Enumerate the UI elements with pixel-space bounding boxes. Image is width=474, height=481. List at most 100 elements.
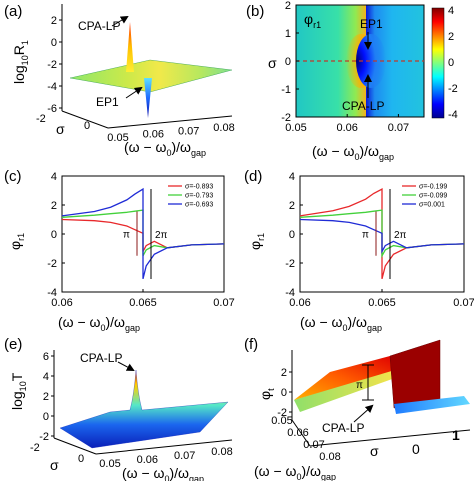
- panel-e-z-tick-label: 6: [43, 351, 49, 363]
- panel-b-singularity-negative: [356, 34, 386, 88]
- panel-c-ylabel: φr1: [7, 233, 26, 250]
- panel-c-x-tick-label: 0.07: [213, 297, 234, 309]
- panel-a-xlabel: (ω − ω0)/ωgap: [124, 139, 206, 158]
- panel-f-ylabel: φt: [257, 388, 276, 400]
- panel-d-y-tick-label: 2: [289, 200, 295, 212]
- panel-f-z-tick-label: 0: [281, 387, 287, 399]
- panel-c-y-tick-label: 0: [51, 229, 57, 241]
- panel-c-pi-label: π: [123, 230, 130, 241]
- panel-f-depth-label: σ: [370, 443, 379, 459]
- panel-d-label: (d): [244, 168, 262, 185]
- panel-e-x-tick-label: 0.08: [211, 446, 232, 458]
- panel-e-z-tick-label: 4: [43, 371, 49, 383]
- panel-f-surface-blue: [394, 396, 470, 414]
- panel-d-ylabel: φr1: [247, 233, 266, 250]
- panel-d-y-tick-label: 4: [289, 171, 295, 183]
- panel-e-x-tick-label: 0.07: [174, 450, 195, 462]
- panel-d-2pi-label: 2π: [394, 230, 407, 241]
- panel-c-legend-label: σ=-0.793: [185, 193, 213, 200]
- panel-b-xlabel: (ω − ω0)/ωgap: [312, 143, 394, 162]
- panel-f-surface-lower: [294, 370, 395, 412]
- panel-b-y-tick-label: -1: [281, 84, 291, 96]
- panel-b-x-tick-label: 0.07: [388, 122, 409, 134]
- panel-d-y-tick-label: 0: [289, 229, 295, 241]
- panel-a-depth-axis: [61, 110, 109, 129]
- panel-f-x-ticks: 0.050.060.070.08: [271, 415, 340, 463]
- panel-a-z-tick-label: -2: [47, 59, 57, 71]
- panel-c-2pi-label: 2π: [155, 230, 168, 241]
- panel-f: (f) 20-2 φt π CPA-LP 0.050.060.070.08 0 …: [244, 336, 471, 481]
- panel-a-depth-label: σ: [56, 121, 65, 137]
- panel-a-x-tick-label: 0.06: [143, 129, 164, 141]
- panel-f-depth-tick: 0: [412, 441, 420, 457]
- panel-c-x-tick-label: 0.065: [129, 297, 157, 309]
- panel-f-depth-axis: [309, 429, 471, 447]
- panel-c-series-line: [61, 187, 225, 280]
- panel-e-xlabel: (ω − ω0)/ωgap: [122, 465, 204, 481]
- panel-f-z-tick-label: 2: [281, 367, 287, 379]
- panel-b-y-tick-label: 1: [285, 28, 291, 40]
- panel-b-ticks: 0.05 0.06 0.07 2 1 0 -1 -2: [281, 0, 409, 134]
- panel-b-x-tick-label: 0.05: [285, 122, 306, 134]
- panel-e-x-tick-label: 0.05: [99, 458, 120, 470]
- panel-a-x-tick-label: 0.07: [178, 125, 199, 137]
- panel-f-xlabel: (ω − ω0)/ωgap: [254, 463, 336, 481]
- panel-b-colorbar-tick-label: 2: [448, 31, 454, 43]
- panel-a-z-tick-label: 2: [51, 15, 57, 27]
- panel-d-x-tick-label: 0.065: [368, 297, 396, 309]
- panel-f-label: (f): [244, 336, 258, 353]
- panel-e-x-tick-label: 0.06: [137, 454, 158, 466]
- panel-c-y-tick-label: -2: [47, 258, 57, 270]
- panel-c-label: (c): [4, 168, 22, 185]
- panel-b-x-tick-label: 0.06: [336, 122, 357, 134]
- panel-e-z-tick-label: 0: [43, 411, 49, 423]
- panel-f-x-axis: [291, 419, 311, 447]
- panel-a-annotation-cpa-lp: CPA-LP: [78, 19, 120, 33]
- panel-e-ylabel: log10T: [9, 372, 28, 410]
- panel-d-legend-label: σ=-0.099: [419, 193, 447, 200]
- panel-a-z-tick-label: -4: [47, 81, 57, 93]
- panel-a-z-tick-label: -6: [47, 103, 57, 115]
- panel-d-pi-label: π: [362, 230, 369, 241]
- panel-f-x-tick-label: 0.07: [303, 439, 324, 451]
- panel-c-legend-label: σ=-0.693: [185, 202, 213, 209]
- panel-e-annotation-cpa-lp: CPA-LP: [80, 351, 122, 365]
- panel-a-surface: [69, 59, 233, 93]
- panel-e-depth-label: σ: [50, 457, 59, 473]
- panel-b-colorbar-tick-label: -2: [448, 83, 458, 95]
- panel-d-series-line: [299, 218, 465, 254]
- panel-c-xlabel: (ω − ω0)/ωgap: [58, 314, 140, 333]
- panel-f-pi-label: π: [356, 380, 363, 391]
- panel-b-annotation-ep1: EP1: [360, 17, 383, 31]
- panel-b-colorbar-tick-label: 4: [448, 5, 454, 17]
- panel-e-x-axis: [95, 439, 233, 455]
- panel-f-arrow-cpa-lp: [353, 404, 374, 423]
- panel-c-y-tick-label: 4: [51, 171, 57, 183]
- panel-a-annotation-ep1: EP1: [96, 95, 119, 109]
- panel-d-y-tick-label: -4: [285, 287, 295, 299]
- panel-b-y-tick-label: -2: [281, 112, 291, 124]
- panel-e-depth-tick: -2: [30, 442, 40, 454]
- panel-f-surface-wall: [389, 339, 441, 409]
- panel-a-ylabel: log10R1: [11, 40, 30, 84]
- panel-f-x-tick-label: 0.05: [271, 415, 292, 427]
- panel-e-surface: [59, 369, 229, 449]
- panel-f-z-ticks: 2 0 -2: [277, 367, 292, 419]
- panel-b-annotation-cpa-lp: CPA-LP: [342, 99, 384, 113]
- panel-b-colorbar-ticks: 4 2 0 -2 -4: [448, 5, 458, 121]
- panel-b-y-tick-label: 0: [285, 56, 291, 68]
- panel-e-z-tick-label: -2: [39, 431, 49, 443]
- panel-f-x-tick-label: 0.08: [319, 451, 340, 463]
- panel-c-y-tick-label: 2: [51, 200, 57, 212]
- panel-a-label: (a): [4, 3, 22, 20]
- panel-f-depth-tick: 1: [452, 427, 460, 443]
- panel-a-x-tick-label: 0.05: [107, 132, 128, 144]
- panel-e-z-tick-label: 2: [43, 391, 49, 403]
- panel-a-x-tick-label: 0.08: [213, 122, 234, 134]
- panel-e-depth-tick: 0: [78, 453, 84, 465]
- panel-f-x-tick-label: 0.06: [287, 427, 308, 439]
- panel-c-y-tick-label: -4: [47, 287, 57, 299]
